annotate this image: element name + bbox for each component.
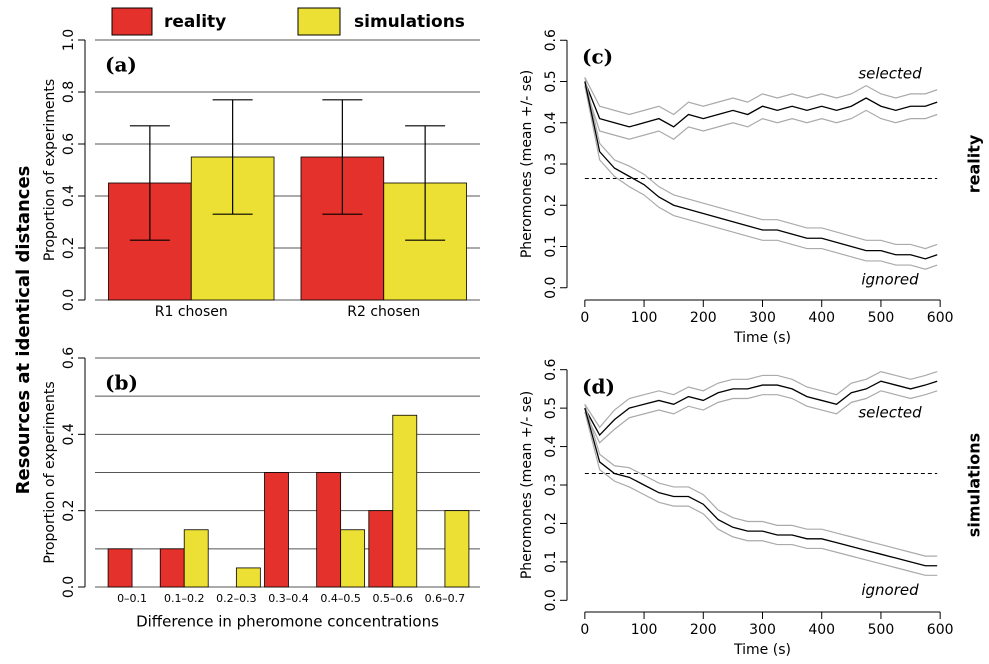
error-bar — [405, 125, 446, 241]
x-tick-label: 200 — [690, 310, 717, 326]
x-tick-label: 600 — [927, 310, 954, 326]
y-axis-label: Proportion of experiments — [42, 79, 58, 261]
y-tick-label: 0.0 — [61, 576, 77, 598]
series-label: selected — [858, 65, 922, 83]
x-tick-label: 0.1–0.2 — [164, 592, 205, 605]
category-label: R2 chosen — [347, 304, 420, 320]
y-tick-label: 0.1 — [543, 235, 559, 257]
se-lower — [584, 85, 938, 140]
y-tick-label: 0.4 — [61, 423, 77, 445]
y-tick-label: 1.0 — [61, 29, 77, 51]
x-tick-label: 0.2–0.3 — [216, 592, 257, 605]
y-tick-label: 0.5 — [543, 397, 559, 419]
y-tick-label: 0.2 — [61, 237, 77, 259]
mean-line — [584, 81, 938, 128]
panel-label: (a) — [105, 53, 137, 77]
x-tick-label: 500 — [868, 622, 895, 638]
x-tick-label: 0.3–0.4 — [268, 592, 309, 605]
bar — [444, 510, 470, 588]
x-tick-label: 0.5–0.6 — [373, 592, 414, 605]
x-tick-label: 400 — [808, 310, 835, 326]
bar — [340, 529, 366, 588]
y-tick-label: 0.6 — [543, 358, 559, 380]
series-label: ignored — [861, 270, 919, 288]
legend-swatch — [297, 7, 341, 36]
y-axis-label: Proportion of experiments — [42, 381, 58, 563]
panel-label: (d) — [582, 375, 615, 399]
panel-label: (c) — [582, 45, 613, 69]
x-tick-label: 600 — [927, 622, 954, 638]
series-label: ignored — [861, 581, 919, 599]
y-tick-label: 0.0 — [543, 277, 559, 299]
error-bar — [212, 99, 253, 215]
se-upper — [584, 370, 938, 429]
se-lower — [584, 85, 938, 270]
y-axis-label: Pheromones (mean +/- se) — [519, 391, 535, 579]
y-tick-label: 0.6 — [543, 29, 559, 51]
y-tick-label: 0.6 — [61, 133, 77, 155]
se-lower — [584, 390, 938, 444]
se-upper — [584, 77, 938, 116]
x-tick-label: 0 — [580, 310, 589, 326]
x-tick-label: 0 — [580, 622, 589, 638]
y-tick-label: 0.0 — [543, 589, 559, 611]
legend-swatch — [111, 7, 153, 36]
x-tick-label: 0–0.1 — [117, 592, 147, 605]
bar — [316, 472, 342, 588]
x-axis-label: Time (s) — [733, 330, 791, 346]
bar — [159, 548, 185, 588]
y-tick-label: 0.8 — [61, 81, 77, 103]
y-tick-label: 0.3 — [543, 153, 559, 175]
x-tick-label: 500 — [868, 310, 895, 326]
se-lower — [584, 411, 938, 576]
y-tick-label: 0.5 — [543, 70, 559, 92]
bar — [392, 414, 418, 588]
y-tick-label: 0.0 — [61, 289, 77, 311]
legend-label: reality — [164, 12, 226, 32]
mean-line — [584, 81, 938, 260]
mean-line — [584, 407, 938, 567]
y-tick-label: 0.4 — [61, 185, 77, 207]
x-tick-label: 300 — [749, 622, 776, 638]
x-axis-label: Time (s) — [733, 642, 791, 658]
y-tick-label: 0.2 — [61, 500, 77, 522]
x-tick-label: 0.6–0.7 — [425, 592, 466, 605]
y-tick-label: 0.4 — [543, 435, 559, 457]
mean-line — [584, 380, 938, 437]
side-label: Resources at identical distances — [13, 166, 34, 495]
y-tick-label: 0.4 — [543, 112, 559, 134]
error-bar — [129, 125, 170, 241]
se-upper — [584, 77, 938, 250]
se-upper — [584, 404, 938, 557]
x-tick-label: 400 — [808, 622, 835, 638]
bar — [235, 567, 261, 588]
category-label: R1 chosen — [155, 304, 228, 320]
x-tick-label: 100 — [631, 310, 658, 326]
bar — [368, 510, 394, 588]
error-bar — [322, 99, 363, 215]
legend-label: simulations — [354, 12, 465, 32]
y-tick-label: 0.3 — [543, 474, 559, 496]
y-tick-label: 0.2 — [543, 194, 559, 216]
series-label: selected — [858, 404, 922, 422]
x-tick-label: 200 — [690, 622, 717, 638]
y-tick-label: 0.2 — [543, 512, 559, 534]
bar — [183, 529, 209, 588]
x-tick-label: 0.4–0.5 — [320, 592, 361, 605]
panel-label: (b) — [105, 371, 138, 395]
x-tick-label: 100 — [631, 622, 658, 638]
x-tick-label: 300 — [749, 310, 776, 326]
row-label: reality — [965, 134, 984, 193]
y-axis-label: Pheromones (mean +/- se) — [519, 70, 535, 258]
row-label: simulations — [965, 433, 984, 537]
x-axis-label: Difference in pheromone concentrations — [136, 613, 439, 631]
bar — [264, 472, 289, 588]
y-tick-label: 0.1 — [543, 551, 559, 573]
y-tick-label: 0.6 — [61, 347, 77, 369]
bar — [107, 548, 133, 588]
